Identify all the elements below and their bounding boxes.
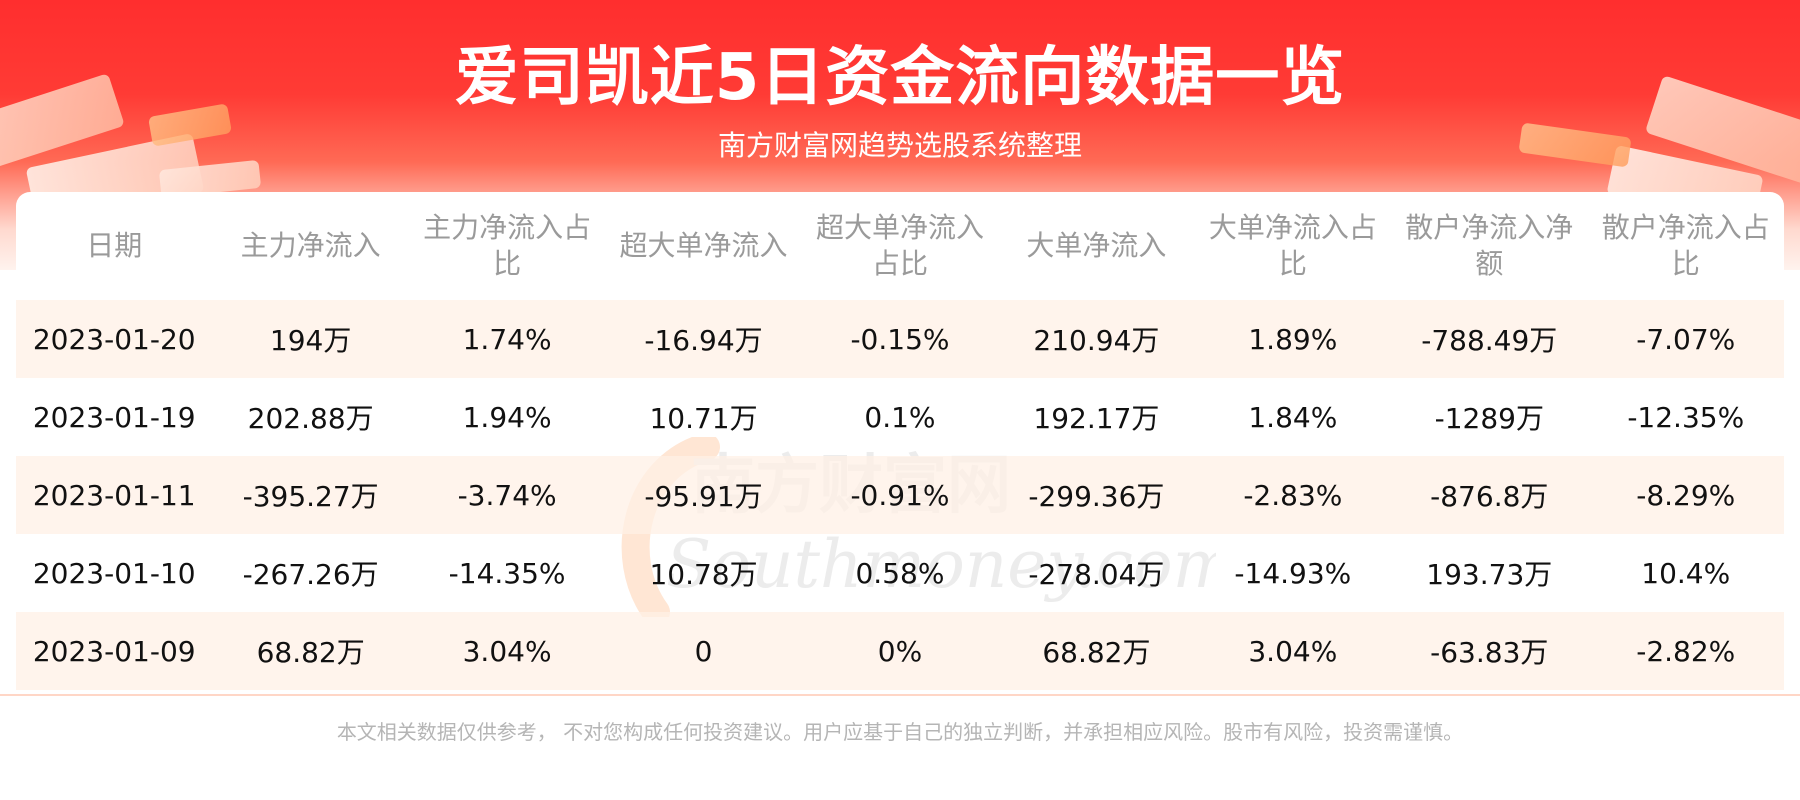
table-cell: -16.94万 [605, 300, 802, 378]
table-cell: 3.04% [408, 612, 606, 690]
table-cell: -8.29% [1587, 456, 1784, 534]
table-cell: -2.83% [1194, 456, 1392, 534]
table-cell: 0 [605, 612, 802, 690]
table-cell: 10.71万 [649, 402, 758, 435]
table-row: 2023-01-19 202.88万 1.94% 10.71万 0.1% 192… [16, 378, 1784, 456]
col-header-main-inflow: 主力净流入 [240, 229, 381, 262]
table-cell: 68.82万 [212, 612, 409, 690]
table-row: 2023-01-09 68.82万 3.04% 0 0% 68.82万 3.04… [16, 612, 1784, 690]
table-cell: 1.89% [1194, 300, 1392, 378]
table-cell: 3.04% [1194, 612, 1392, 690]
footer-divider [0, 694, 1800, 696]
table-cell: -14.93% [1234, 556, 1352, 590]
table-cell: 0% [801, 612, 999, 690]
data-card: 南方财富网 Southmoney.com 日期 主力净流入 主力净流入占比 超大… [16, 192, 1784, 694]
col-header-xl-inflow: 超大单净流入 [619, 229, 788, 262]
table-cell: 1.74% [408, 300, 606, 378]
col-header-xl-ratio: 超大单净流入占比 [815, 211, 984, 280]
table-cell: 192.17万 [1033, 402, 1160, 435]
table-cell: 2023-01-19 [32, 400, 196, 434]
table-cell: -63.83万 [1391, 612, 1588, 690]
table-cell: 10.78万 [649, 558, 758, 591]
table-cell: -0.15% [801, 300, 999, 378]
page-subtitle: 南方财富网趋势选股系统整理 [717, 129, 1082, 162]
table-cell: 10.4% [1641, 556, 1731, 590]
table-cell: 2023-01-20 [16, 300, 213, 378]
table-cell: -876.8万 [1391, 456, 1588, 534]
table-cell: -278.04万 [1028, 558, 1165, 591]
table-row: 2023-01-20 194万 1.74% -16.94万 -0.15% 210… [16, 300, 1784, 378]
page-title: 爱司凯近5日资金流向数据一览 [454, 41, 1346, 115]
col-header-date: 日期 [86, 229, 143, 262]
col-header-large-ratio: 大单净流入占比 [1208, 211, 1377, 280]
table-cell: 193.73万 [1426, 558, 1553, 591]
table-header-row: 日期 主力净流入 主力净流入占比 超大单净流入 超大单净流入占比 大单净流入 大… [16, 192, 1784, 300]
table-cell: -299.36万 [998, 456, 1195, 534]
table-cell: -2.82% [1587, 612, 1784, 690]
col-header-retail-inflow: 散户净流入净额 [1405, 211, 1574, 280]
col-header-retail-ratio: 散户净流入占比 [1601, 211, 1770, 280]
table-cell: 2023-01-10 [32, 556, 196, 590]
table-row: 2023-01-11 -395.27万 -3.74% -95.91万 -0.91… [16, 456, 1784, 534]
table-cell: -788.49万 [1391, 300, 1588, 378]
table-cell: -12.35% [1627, 400, 1745, 434]
col-header-large-inflow: 大单净流入 [1026, 229, 1167, 262]
table-cell: -14.35% [448, 556, 566, 590]
table-cell: -3.74% [408, 456, 606, 534]
table-cell: 210.94万 [998, 300, 1195, 378]
table-cell: 68.82万 [998, 612, 1195, 690]
table-row: 2023-01-10 -267.26万 -14.35% 10.78万 0.58%… [16, 534, 1784, 612]
table-cell: -0.91% [801, 456, 999, 534]
footer-disclaimer: 本文相关数据仅供参考， 不对您构成任何投资建议。用户应基于自己的独立判断，并承担… [336, 720, 1464, 744]
table-cell: 2023-01-09 [16, 612, 213, 690]
table-cell: -7.07% [1587, 300, 1784, 378]
table-cell: -267.26万 [242, 558, 379, 591]
table-cell: 1.94% [462, 400, 552, 434]
fund-flow-table: 日期 主力净流入 主力净流入占比 超大单净流入 超大单净流入占比 大单净流入 大… [16, 192, 1784, 690]
col-header-main-ratio: 主力净流入占比 [423, 211, 592, 280]
table-cell: 0.58% [855, 556, 945, 590]
table-cell: 202.88万 [247, 402, 374, 435]
table-cell: 194万 [212, 300, 409, 378]
table-cell: -395.27万 [212, 456, 409, 534]
table-cell: 0.1% [864, 400, 936, 434]
table-cell: 1.84% [1248, 400, 1338, 434]
table-cell: -95.91万 [605, 456, 802, 534]
table-cell: -1289万 [1434, 402, 1544, 435]
table-cell: 2023-01-11 [16, 456, 213, 534]
